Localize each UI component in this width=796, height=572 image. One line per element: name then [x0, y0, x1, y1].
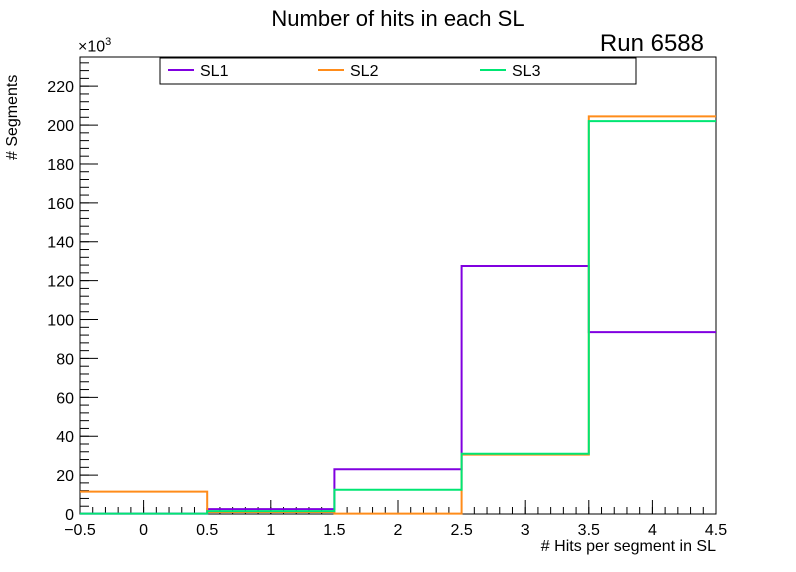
- plot-frame: [79, 56, 717, 515]
- legend-label-sl1: SL1: [200, 63, 229, 80]
- x-tick-label: 3: [521, 522, 530, 539]
- x-tick-label: 1: [266, 522, 275, 539]
- y-tick-label: 20: [56, 468, 74, 485]
- y-tick-label: 80: [56, 351, 74, 368]
- chart-title: Number of hits in each SL: [271, 6, 525, 31]
- series-sl2-line: [80, 115, 716, 515]
- y-tick-label: 200: [47, 118, 74, 135]
- x-tick-label: 1.5: [323, 522, 345, 539]
- x-tick-label: 4.5: [705, 522, 727, 539]
- y-tick-label: 140: [47, 235, 74, 252]
- y-tick-label: 0: [65, 507, 74, 524]
- y-tick-label: 160: [47, 196, 74, 213]
- y-tick-label: 120: [47, 274, 74, 291]
- y-tick-label: 180: [47, 157, 74, 174]
- x-tick-label: 3.5: [578, 522, 600, 539]
- y-tick-label: 220: [47, 79, 74, 96]
- x-tick-label: 0: [139, 522, 148, 539]
- y-tick-label: 40: [56, 429, 74, 446]
- x-tick-label: 4: [648, 522, 657, 539]
- legend-label-sl2: SL2: [350, 63, 379, 80]
- x-tick-label: 2: [394, 522, 403, 539]
- y-multiplier-exponent: 3: [105, 36, 112, 48]
- run-annotation: Run 6588: [599, 30, 704, 57]
- x-tick-label: 2.5: [450, 522, 472, 539]
- legend-box: [159, 57, 637, 85]
- y-tick-label: 100: [47, 313, 74, 330]
- y-multiplier-base: ×10: [78, 38, 106, 56]
- series-sl3-line: [80, 120, 716, 515]
- legend-label-sl3: SL3: [512, 63, 541, 80]
- x-axis-label: # Hits per segment in SL: [540, 538, 716, 555]
- series-sl1-line: [80, 265, 716, 515]
- y-multiplier: ×103: [78, 36, 111, 56]
- x-tick-label: 0.5: [196, 522, 218, 539]
- x-tick-label: −0.5: [64, 522, 96, 539]
- y-tick-label: 60: [56, 390, 74, 407]
